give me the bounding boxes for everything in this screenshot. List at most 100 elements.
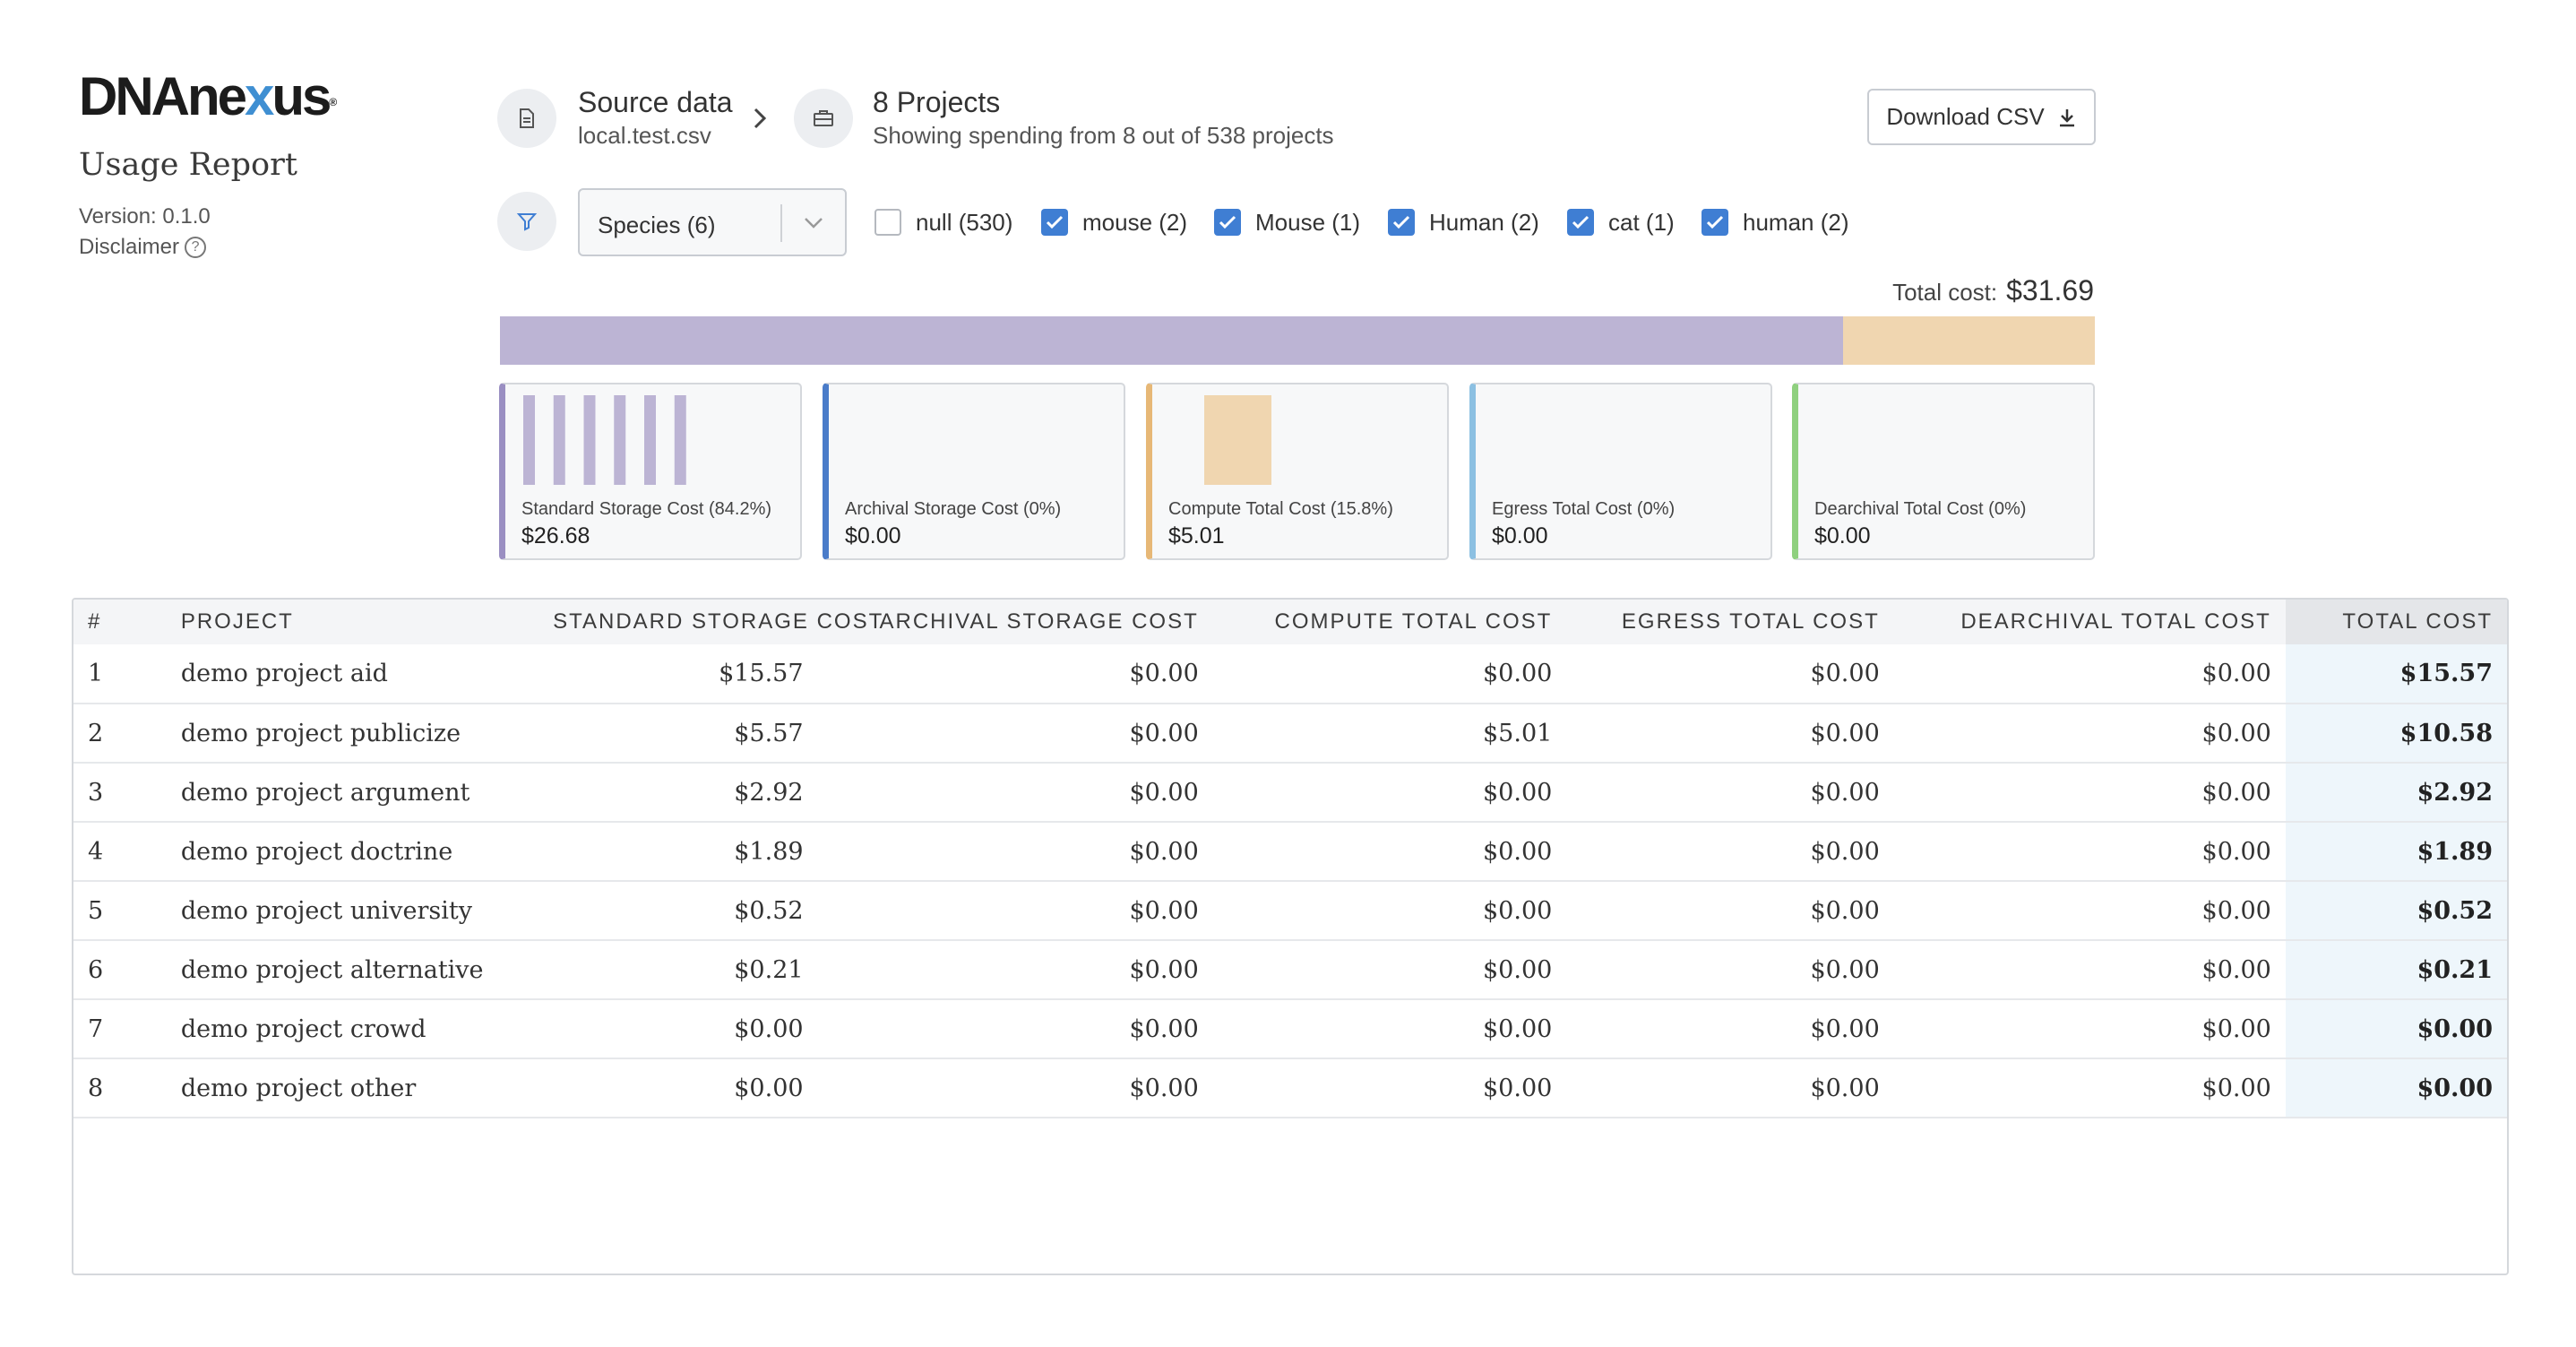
cell-index: 6 (88, 955, 104, 984)
cell-index: 5 (88, 896, 104, 925)
cell-dearchival: $0.00 (2201, 778, 2271, 807)
filter-icon[interactable] (497, 192, 556, 251)
table-row[interactable]: 8 demo project other $0.00 $0.00 $0.00 $0.00 $… (73, 1058, 2507, 1118)
dearchival-cost-sparkline (1814, 395, 2083, 485)
col-header-compute[interactable]: COMPUTE TOTAL COST (1274, 609, 1553, 634)
filter-option-label: human (2) (1743, 208, 1849, 236)
cost-segment-compute (1842, 316, 2095, 365)
col-header-egress[interactable]: EGRESS TOTAL COST (1621, 609, 1880, 634)
table-row[interactable]: 1 demo project aid $15.57 $0.00 $0.00 $0.00 $0… (73, 644, 2507, 704)
filter-option-null[interactable]: null (530) (874, 207, 1012, 237)
col-header-total[interactable]: TOTAL COST (2285, 600, 2507, 644)
filter-option-human[interactable]: human (2) (1702, 207, 1849, 237)
app-title: Usage Report (79, 147, 297, 183)
cell-dearchival: $0.00 (2201, 1015, 2271, 1043)
archival-storage-card[interactable]: Archival Storage Cost (0%) $0.00 (823, 383, 1125, 560)
filter-option-label: Mouse (1) (1255, 208, 1361, 236)
table-row[interactable]: 3 demo project argument $2.92 $0.00 $0.00 $0.… (73, 763, 2507, 822)
card-label: Archival Storage Cost (0%) (845, 499, 1062, 519)
cell-project[interactable]: demo project alternative (180, 955, 484, 984)
checkmark-icon (1046, 215, 1064, 229)
card-label: Egress Total Cost (0%) (1492, 499, 1676, 519)
filter-option-cat[interactable]: cat (1) (1567, 207, 1675, 237)
col-header-standard-storage[interactable]: STANDARD STORAGE COST (553, 609, 884, 634)
cell-standard-storage: $5.57 (734, 719, 804, 747)
checkbox-unchecked[interactable] (874, 209, 901, 236)
col-header-index[interactable]: # (88, 609, 102, 634)
cell-archival-storage: $0.00 (1129, 719, 1199, 747)
cell-project[interactable]: demo project publicize (180, 719, 461, 747)
card-value: $5.01 (1168, 523, 1225, 548)
cell-dearchival: $0.00 (2201, 719, 2271, 747)
col-header-dearchival[interactable]: DEARCHIVAL TOTAL COST (1960, 609, 2271, 634)
cell-standard-storage: $0.00 (734, 1074, 804, 1102)
chevron-down-icon[interactable] (802, 213, 825, 233)
spark-bar (1204, 395, 1271, 485)
filter-option-human-capital[interactable]: Human (2) (1388, 207, 1539, 237)
cell-egress: $0.00 (1810, 778, 1880, 807)
species-select[interactable]: Species (6) (578, 188, 847, 256)
download-csv-label: Download CSV (1886, 103, 2045, 130)
cell-total: $1.89 (2285, 822, 2507, 881)
cell-project[interactable]: demo project doctrine (180, 837, 453, 866)
archival-storage-sparkline (845, 395, 1114, 485)
cell-dearchival: $0.00 (2201, 837, 2271, 866)
cell-index: 1 (88, 660, 104, 687)
download-icon (2059, 108, 2074, 126)
card-label: Dearchival Total Cost (0%) (1814, 499, 2027, 519)
checkbox-checked[interactable] (1567, 209, 1594, 236)
cell-standard-storage: $0.00 (734, 1015, 804, 1043)
disclaimer-link[interactable]: Disclaimer ? (79, 235, 207, 260)
compute-cost-card[interactable]: Compute Total Cost (15.8%) $5.01 (1146, 383, 1449, 560)
cell-archival-storage: $0.00 (1129, 1015, 1199, 1043)
download-csv-button[interactable]: Download CSV (1867, 89, 2096, 145)
card-label: Compute Total Cost (15.8%) (1168, 499, 1393, 519)
table-row[interactable]: 6 demo project alternative $0.21 $0.00 $0.00… (73, 940, 2507, 999)
filter-option-mouse[interactable]: mouse (2) (1041, 207, 1187, 237)
document-icon (497, 89, 556, 148)
cell-total: $15.57 (2285, 644, 2507, 704)
cell-compute: $0.00 (1483, 837, 1553, 866)
cell-index: 8 (88, 1074, 104, 1102)
filter-option-label: null (530) (916, 208, 1013, 236)
cell-project[interactable]: demo project crowd (180, 1015, 426, 1043)
card-value: $0.00 (1814, 523, 1871, 548)
checkbox-checked[interactable] (1041, 209, 1068, 236)
cell-project[interactable]: demo project argument (180, 778, 470, 807)
total-cost-amount: $31.69 (2006, 274, 2094, 307)
cell-compute: $0.00 (1483, 1074, 1553, 1102)
dnanexus-logo: DNAnexus® (79, 66, 338, 126)
spark-bar (614, 395, 626, 485)
filter-option-mouse-capital[interactable]: Mouse (1) (1214, 207, 1360, 237)
table-row[interactable]: 7 demo project crowd $0.00 $0.00 $0.00 $0.00 $… (73, 999, 2507, 1058)
checkbox-checked[interactable] (1702, 209, 1728, 236)
spark-bar (583, 395, 596, 485)
briefcase-icon (794, 89, 853, 148)
table-row[interactable]: 5 demo project university $0.52 $0.00 $0.00 $… (73, 881, 2507, 940)
chevron-right-icon (754, 108, 767, 129)
egress-cost-card[interactable]: Egress Total Cost (0%) $0.00 (1469, 383, 1772, 560)
cell-archival-storage: $0.00 (1129, 896, 1199, 925)
col-header-archival-storage[interactable]: ARCHIVAL STORAGE COST (879, 609, 1199, 634)
cell-compute: $0.00 (1483, 955, 1553, 984)
checkbox-checked[interactable] (1388, 209, 1415, 236)
dearchival-cost-card[interactable]: Dearchival Total Cost (0%) $0.00 (1792, 383, 2095, 560)
disclaimer-label: Disclaimer (79, 235, 180, 259)
help-icon[interactable]: ? (185, 237, 207, 258)
cost-segment-standard (500, 316, 1843, 365)
table-row[interactable]: 4 demo project doctrine $1.89 $0.00 $0.00 $0.… (73, 822, 2507, 881)
species-select-value: Species (6) (598, 212, 716, 238)
standard-storage-card[interactable]: Standard Storage Cost (84.2%) $26.68 (499, 383, 802, 560)
cell-standard-storage: $2.92 (734, 778, 804, 807)
table-row[interactable]: 2 demo project publicize $5.57 $0.00 $5.01 $0… (73, 704, 2507, 763)
compute-cost-sparkline (1204, 395, 1271, 485)
cell-project[interactable]: demo project aid (180, 660, 388, 687)
cell-project[interactable]: demo project other (180, 1074, 417, 1102)
cell-archival-storage: $0.00 (1129, 778, 1199, 807)
select-divider (780, 204, 782, 242)
cell-compute: $0.00 (1483, 1015, 1553, 1043)
col-header-project[interactable]: PROJECT (180, 609, 294, 634)
checkbox-checked[interactable] (1214, 209, 1241, 236)
cell-egress: $0.00 (1810, 1074, 1880, 1102)
cell-project[interactable]: demo project university (180, 896, 473, 925)
